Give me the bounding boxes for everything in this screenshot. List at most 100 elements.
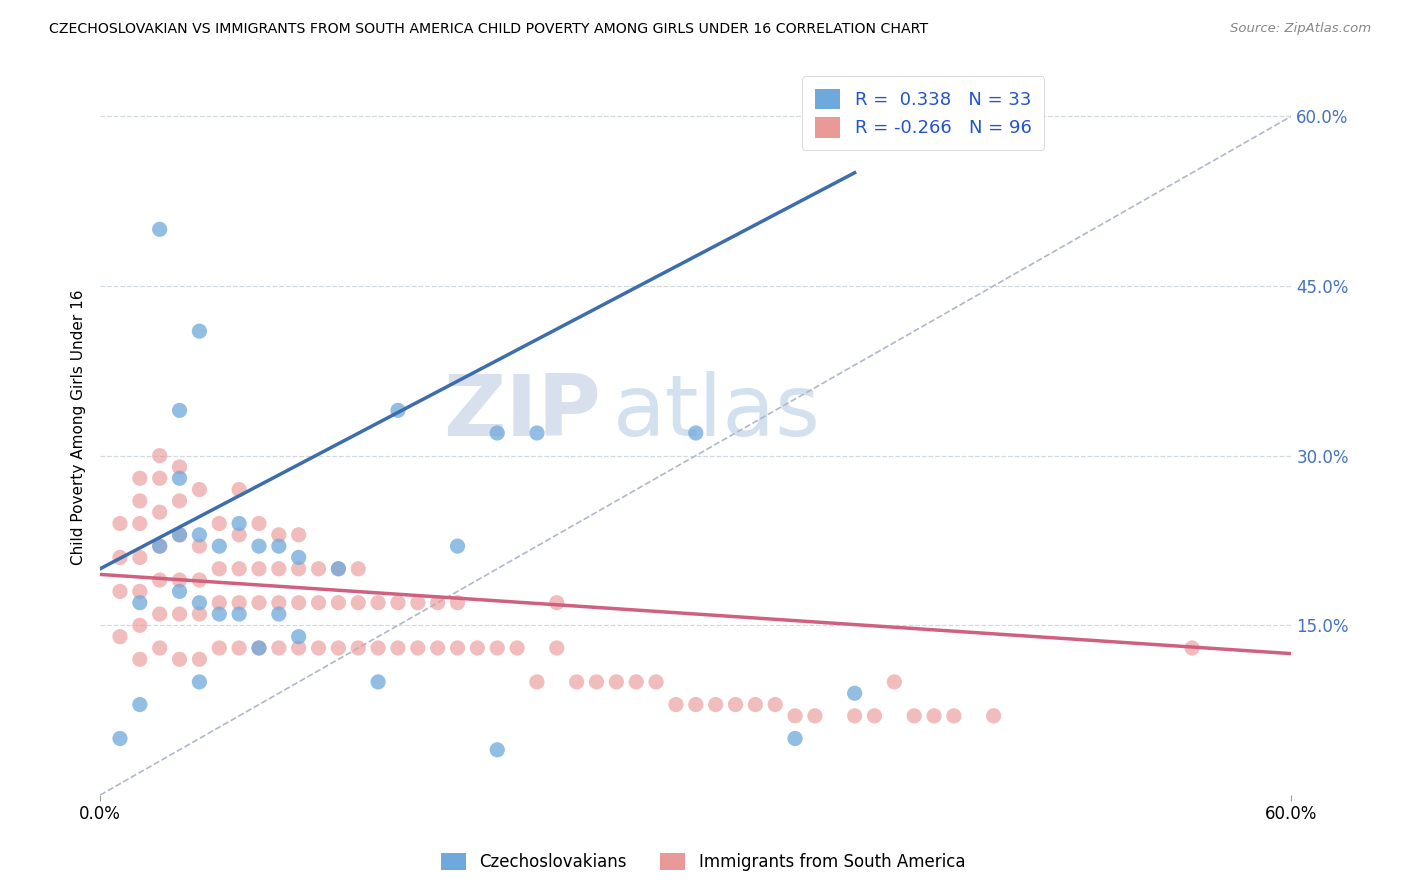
Point [724, 698, 747, 712]
Point [228, 483, 250, 497]
Legend: Czechoslovakians, Immigrants from South America: Czechoslovakians, Immigrants from South … [433, 845, 973, 880]
Point [247, 640, 270, 655]
Point [328, 640, 350, 655]
Point [169, 459, 191, 474]
Point [149, 607, 172, 621]
Point [108, 731, 131, 746]
Point [128, 596, 150, 610]
Point [128, 550, 150, 565]
Point [287, 550, 309, 565]
Point [247, 562, 270, 576]
Point [228, 640, 250, 655]
Point [188, 573, 211, 587]
Point [169, 494, 191, 508]
Point [108, 630, 131, 644]
Point [267, 596, 290, 610]
Point [426, 596, 449, 610]
Point [267, 528, 290, 542]
Point [228, 562, 250, 576]
Y-axis label: Child Poverty Among Girls Under 16: Child Poverty Among Girls Under 16 [72, 290, 86, 565]
Point [367, 640, 389, 655]
Point [804, 709, 827, 723]
Point [446, 596, 468, 610]
Point [188, 539, 211, 553]
Point [704, 698, 727, 712]
Point [169, 403, 191, 417]
Point [387, 596, 409, 610]
Point [247, 596, 270, 610]
Point [744, 698, 766, 712]
Point [347, 596, 370, 610]
Point [169, 584, 191, 599]
Point [763, 698, 786, 712]
Point [169, 528, 191, 542]
Point [685, 425, 707, 440]
Point [228, 516, 250, 531]
Point [922, 709, 945, 723]
Point [267, 562, 290, 576]
Point [188, 324, 211, 338]
Point [247, 640, 270, 655]
Point [149, 471, 172, 485]
Point [1181, 640, 1204, 655]
Point [486, 743, 509, 757]
Point [149, 573, 172, 587]
Point [188, 528, 211, 542]
Point [247, 516, 270, 531]
Text: Source: ZipAtlas.com: Source: ZipAtlas.com [1230, 22, 1371, 36]
Point [446, 640, 468, 655]
Point [149, 505, 172, 519]
Point [308, 596, 330, 610]
Point [903, 709, 925, 723]
Point [844, 686, 866, 700]
Point [367, 674, 389, 689]
Text: ZIP: ZIP [443, 371, 600, 454]
Point [208, 640, 231, 655]
Point [169, 652, 191, 666]
Point [506, 640, 529, 655]
Point [208, 516, 231, 531]
Point [983, 709, 1005, 723]
Point [287, 630, 309, 644]
Point [665, 698, 688, 712]
Point [149, 449, 172, 463]
Point [546, 640, 568, 655]
Point [188, 483, 211, 497]
Point [208, 562, 231, 576]
Point [128, 652, 150, 666]
Point [208, 596, 231, 610]
Point [128, 584, 150, 599]
Point [228, 607, 250, 621]
Point [287, 640, 309, 655]
Point [645, 674, 668, 689]
Legend: R =  0.338   N = 33, R = -0.266   N = 96: R = 0.338 N = 33, R = -0.266 N = 96 [803, 76, 1045, 150]
Point [267, 539, 290, 553]
Point [169, 528, 191, 542]
Point [208, 539, 231, 553]
Point [328, 596, 350, 610]
Point [526, 674, 548, 689]
Point [287, 528, 309, 542]
Point [783, 709, 806, 723]
Point [565, 674, 588, 689]
Point [128, 698, 150, 712]
Point [783, 731, 806, 746]
Text: atlas: atlas [613, 371, 820, 454]
Point [883, 674, 905, 689]
Point [228, 596, 250, 610]
Point [685, 698, 707, 712]
Point [347, 640, 370, 655]
Point [128, 516, 150, 531]
Point [585, 674, 607, 689]
Point [863, 709, 886, 723]
Point [406, 596, 429, 610]
Point [188, 607, 211, 621]
Point [605, 674, 627, 689]
Point [287, 596, 309, 610]
Point [208, 607, 231, 621]
Point [367, 596, 389, 610]
Point [149, 539, 172, 553]
Point [169, 607, 191, 621]
Point [328, 562, 350, 576]
Point [169, 471, 191, 485]
